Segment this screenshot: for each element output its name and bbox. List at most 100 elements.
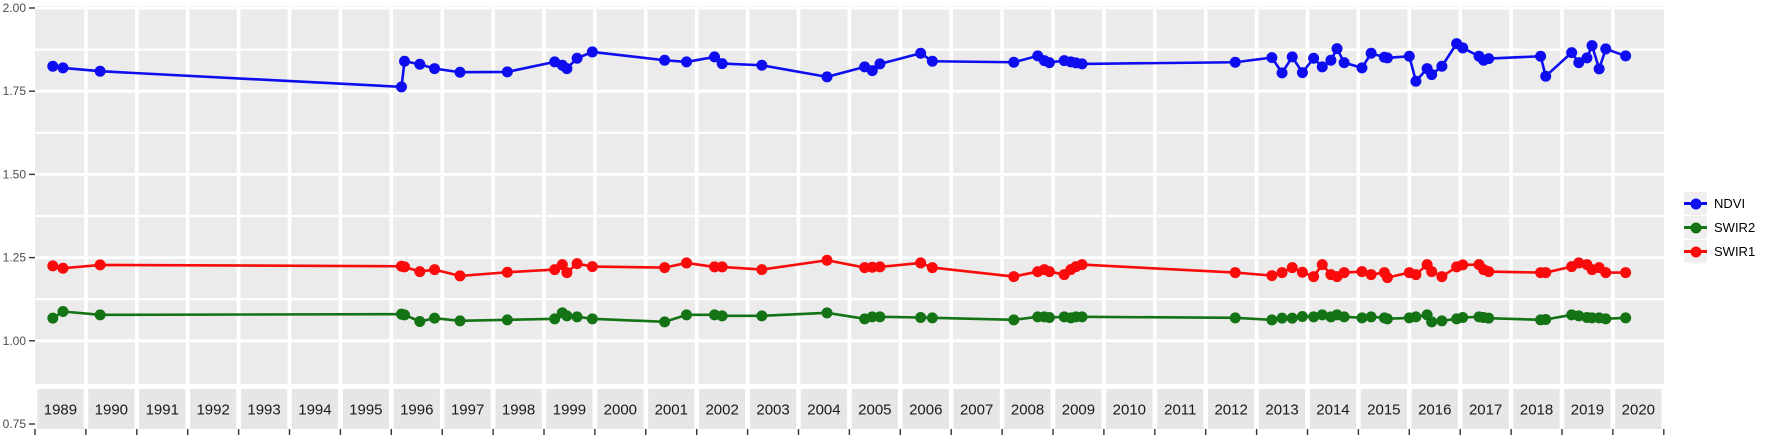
swir2-point (866, 311, 878, 323)
swir2-point (821, 307, 833, 319)
legend-label: SWIR1 (1714, 244, 1756, 259)
ndvi-point (709, 51, 721, 63)
legend-key-swir1 (1684, 240, 1707, 263)
swir2-point (501, 314, 513, 326)
x-strip-label: 2012 (1214, 402, 1247, 419)
swir1-point (399, 261, 411, 273)
ndvi-point (561, 63, 573, 75)
ndvi-point (1483, 53, 1495, 65)
ndvi-point (47, 60, 59, 72)
swir2-point (571, 311, 583, 323)
ndvi-point (659, 54, 671, 66)
y-tick-label: 1.00 (3, 334, 27, 348)
x-strip-2011 (1157, 389, 1204, 429)
swir1-point (915, 257, 927, 269)
swir2-point (716, 310, 728, 322)
ndvi-point (821, 71, 833, 83)
swir1-point (586, 261, 598, 273)
ndvi-point (1043, 57, 1055, 69)
x-strip-label: 2010 (1113, 402, 1146, 419)
ndvi-point (1566, 47, 1578, 59)
x-strip-label: 1999 (553, 402, 586, 419)
legend-label: NDVI (1714, 196, 1746, 211)
ndvi-point (1403, 50, 1415, 62)
ndvi-point (1008, 56, 1020, 68)
swir2-point (1338, 311, 1350, 323)
swir1-point (1043, 266, 1055, 278)
ndvi-point (1325, 54, 1337, 66)
x-strip-1993 (240, 389, 288, 429)
swir1-point (1338, 267, 1350, 279)
x-strip-2014 (1309, 389, 1357, 429)
x-strip-1994 (291, 389, 339, 429)
x-strip-1990 (88, 389, 135, 429)
swir2-point (561, 310, 573, 322)
ndvi-point (1286, 51, 1298, 63)
legend-item-swir2: SWIR2 (1684, 216, 1755, 239)
ndvi-point (454, 66, 466, 78)
x-strip-label: 2014 (1316, 402, 1349, 419)
x-strip-2006 (902, 389, 949, 429)
x-strip-2007 (953, 389, 1000, 429)
swir1-point (1600, 267, 1612, 279)
swir2-point (1600, 313, 1612, 325)
x-strip-2004 (800, 389, 848, 429)
ndvi-point (1457, 42, 1469, 54)
legend-key-dot (1690, 246, 1701, 257)
swir1-point (429, 264, 441, 276)
y-tick-label: 0.75 (3, 417, 27, 431)
x-strip-label: 1997 (451, 402, 484, 419)
swir2-point (454, 315, 466, 327)
ndvi-point (756, 59, 768, 71)
ndvi-point (399, 55, 411, 67)
swir1-point (1426, 266, 1438, 278)
swir1-point (1229, 267, 1241, 279)
ndvi-point (1426, 69, 1438, 81)
swir2-point (1308, 311, 1320, 323)
ndvi-point (1266, 52, 1278, 64)
swir2-point (1296, 311, 1308, 323)
ndvi-point (915, 47, 927, 59)
legend-item-swir1: SWIR1 (1684, 240, 1755, 263)
x-strip-2008 (1004, 389, 1051, 429)
swir2-point (1426, 316, 1438, 328)
ndvi-point (501, 66, 513, 78)
ndvi-point (1436, 60, 1448, 72)
x-strip-2013 (1258, 389, 1306, 429)
ndvi-point (94, 65, 106, 77)
swir2-point (1286, 312, 1298, 324)
ndvi-point (1573, 57, 1585, 69)
x-strip-label: 2015 (1367, 402, 1400, 419)
swir2-point (1076, 311, 1088, 323)
swir1-point (1410, 269, 1422, 281)
swir1-point (709, 261, 721, 273)
ndvi-point (1338, 57, 1350, 69)
swir1-point (1076, 259, 1088, 271)
x-strip-label: 2017 (1469, 402, 1502, 419)
ndvi-point (571, 52, 583, 64)
ndvi-point (1331, 43, 1343, 55)
swir2-point (414, 315, 426, 327)
swir1-point (681, 257, 693, 269)
x-strip-label: 2009 (1062, 402, 1095, 419)
legend-label: SWIR2 (1714, 220, 1756, 235)
x-strip-2010 (1106, 389, 1153, 429)
x-strip-label: 1990 (95, 402, 128, 419)
swir1-point (1540, 267, 1552, 279)
x-strip-label: 2013 (1265, 402, 1298, 419)
ndvi-point (1540, 70, 1552, 82)
swir2-point (586, 313, 598, 325)
swir1-point (1296, 266, 1308, 278)
x-strip-label: 2020 (1622, 402, 1655, 419)
swir1-point (94, 259, 106, 271)
swir2-point (1483, 312, 1495, 324)
x-strip-1992 (190, 389, 237, 429)
y-tick-label: 1.25 (3, 251, 27, 265)
swir2-point (874, 311, 886, 323)
swir1-point (1316, 259, 1328, 271)
ndvi-point (1593, 63, 1605, 75)
x-strip-label: 2001 (655, 402, 688, 419)
x-strip-2017 (1462, 389, 1509, 429)
